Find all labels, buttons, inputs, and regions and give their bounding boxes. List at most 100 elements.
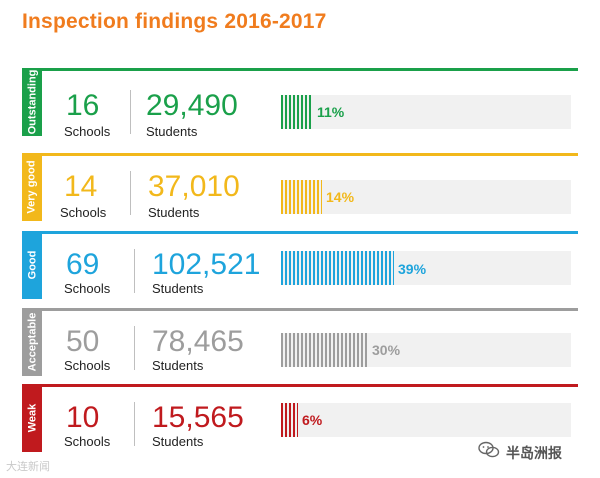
bar-stripe: [333, 251, 335, 285]
percent-label: 39%: [398, 261, 427, 277]
students-count: 102,521: [152, 248, 261, 281]
bar-stripe: [285, 251, 287, 285]
bar-stripe: [297, 251, 299, 285]
bar-stripe: [345, 251, 347, 285]
bar-stripe: [349, 251, 351, 285]
students-count: 29,490: [146, 89, 238, 122]
rating-label: Acceptable: [26, 312, 39, 372]
rating-tab: Weak: [22, 384, 42, 452]
students-count: 37,010: [148, 170, 240, 203]
students-label: Students: [148, 205, 200, 220]
bar-stripe: [361, 251, 363, 285]
bar-stripe: [309, 251, 311, 285]
bar-stripe: [337, 333, 339, 367]
bar-stripe: [301, 333, 303, 367]
bar-stripe: [281, 180, 283, 214]
bar-stripe: [389, 251, 391, 285]
bar-stripe: [329, 251, 331, 285]
bar-stripe: [361, 333, 363, 367]
students-count: 78,465: [152, 325, 244, 358]
bar-stripe: [309, 95, 311, 129]
bar-stripe: [365, 333, 367, 367]
schools-label: Schools: [64, 124, 111, 139]
bar-stripe: [289, 403, 291, 437]
row-weak: Weak 10 Schools 15,565 Students 6%: [22, 384, 578, 452]
bar-stripe: [329, 333, 331, 367]
bar-mark: [281, 403, 298, 437]
bar-stripe: [285, 403, 287, 437]
bar-stripe: [373, 251, 375, 285]
bar-stripe: [281, 251, 283, 285]
bar-stripe: [289, 180, 291, 214]
bar-stripe: [321, 180, 322, 214]
column-divider: [134, 249, 135, 293]
bar-track: [281, 403, 571, 437]
bar-stripe: [313, 180, 315, 214]
percent-label: 30%: [372, 342, 401, 358]
bar-track: [281, 180, 571, 214]
rating-label: Good: [26, 250, 38, 280]
bar-stripe: [281, 403, 283, 437]
bar-mark: [281, 333, 367, 367]
students-count: 15,565: [152, 401, 244, 434]
bar-stripe: [285, 333, 287, 367]
percent-label: 11%: [317, 104, 345, 120]
bar-stripe: [317, 180, 319, 214]
row-divider-line: [22, 231, 578, 234]
rating-tab: Very good: [22, 153, 42, 221]
bar-stripe: [301, 180, 303, 214]
bar-stripe: [353, 333, 355, 367]
students-label: Students: [146, 124, 198, 139]
rating-tab: Outstanding: [22, 68, 42, 136]
bar-stripe: [293, 180, 295, 214]
bar-stripe: [293, 251, 295, 285]
bar-stripe: [381, 251, 383, 285]
schools-count: 69: [66, 248, 100, 281]
schools-label: Schools: [60, 205, 107, 220]
bar-stripe: [293, 333, 295, 367]
bar-stripe: [309, 333, 311, 367]
bar-mark: [281, 95, 311, 129]
schools-label: Schools: [64, 358, 111, 373]
bar-stripe: [325, 251, 327, 285]
schools-label: Schools: [64, 281, 111, 296]
watermark-right: 半岛洲报: [506, 445, 562, 461]
bar-stripe: [285, 95, 287, 129]
bar-stripe: [285, 180, 287, 214]
bar-stripe: [353, 251, 355, 285]
row-good: Good 69 Schools 102,521 Students 39%: [22, 231, 578, 299]
students-label: Students: [152, 358, 204, 373]
bar-stripe: [365, 251, 367, 285]
bar-stripe: [305, 333, 307, 367]
row-outstanding: Outstanding 16 Schools 29,490 Students 1…: [22, 68, 578, 139]
row-divider-line: [22, 308, 578, 311]
rating-label: Outstanding: [26, 69, 38, 135]
bar-stripe: [289, 95, 291, 129]
rating-label: Weak: [26, 403, 39, 433]
bar-stripe: [377, 251, 379, 285]
bar-stripe: [293, 95, 295, 129]
bar-stripe: [289, 251, 291, 285]
bar-stripe: [305, 95, 307, 129]
bar-stripe: [341, 251, 343, 285]
bar-stripe: [293, 403, 295, 437]
bar-stripe: [349, 333, 351, 367]
row-very-good: Very good 14 Schools 37,010 Students 14%: [22, 153, 578, 221]
schools-count: 50: [66, 325, 100, 358]
wechat-icon: [478, 441, 500, 458]
bar-stripe: [325, 333, 327, 367]
schools-count: 16: [66, 89, 100, 122]
percent-label: 14%: [326, 189, 355, 205]
bar-stripe: [341, 333, 343, 367]
bar-stripe: [321, 333, 323, 367]
bar-stripe: [301, 95, 303, 129]
bar-stripe: [305, 180, 307, 214]
bar-stripe: [393, 251, 394, 285]
bar-stripe: [321, 251, 323, 285]
row-divider-line: [22, 153, 578, 156]
schools-count: 10: [66, 401, 100, 434]
bar-track: [281, 95, 571, 129]
students-label: Students: [152, 281, 204, 296]
page-title: Inspection findings 2016-2017: [22, 10, 327, 33]
watermark-left: 大连新闻: [6, 461, 50, 473]
